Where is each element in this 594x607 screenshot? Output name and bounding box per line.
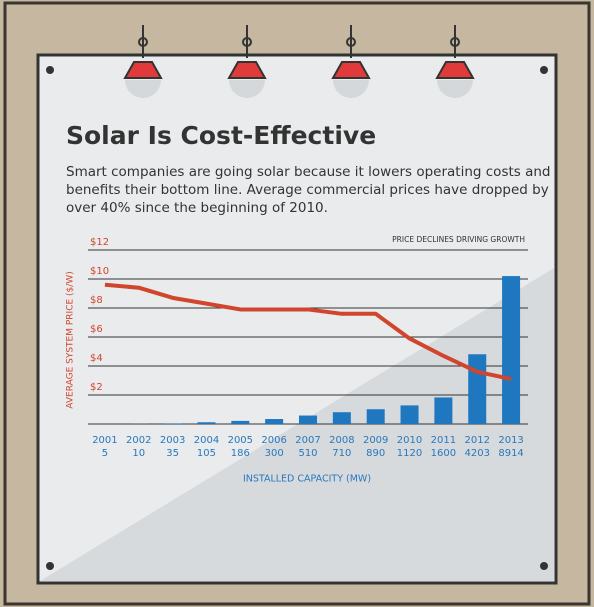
price-line [104,282,512,382]
bar [231,420,250,424]
lamp-ring [138,37,148,47]
y-tick-label: $8 [90,295,103,306]
capacity-label: 510 [298,448,317,459]
bar [502,276,521,424]
y-tick-label: $12 [90,237,109,248]
x-tick-label: 2007 [295,435,320,446]
capacity-label: 300 [265,448,284,459]
capacity-label: 8914 [498,448,523,459]
capacity-label: 35 [166,448,179,459]
bar [197,422,216,424]
capacity-label: 105 [197,448,216,459]
lamp-shade [227,61,267,79]
x-tick-label: 2004 [194,435,219,446]
lamp-shade [435,61,475,79]
x-tick-label: 2012 [465,435,490,446]
capacity-label: 4203 [465,448,490,459]
bar [468,354,487,424]
subtitle: Smart companies are going solar because … [66,164,551,180]
bar [332,412,351,424]
bar [299,415,317,424]
x-tick-label: 2011 [431,435,456,446]
capacity-label: 5 [102,448,108,459]
x-tick-label: 2006 [261,435,286,446]
screws [46,66,548,570]
lamp-glow [229,80,265,98]
subtitle: benefits their bottom line. Average comm… [66,182,549,198]
x-axis-label: INSTALLED CAPACITY (MW) [243,474,371,485]
capacity-label: 1600 [431,448,456,459]
x-tick-label: 2010 [397,435,422,446]
y-tick-label: $6 [90,324,103,335]
x-tick-label: 2002 [126,435,151,446]
bar [163,423,182,424]
capacity-label: 710 [332,448,351,459]
y-tick-label: $10 [90,266,109,277]
x-tick-label: 2005 [228,435,253,446]
x-tick-label: 2013 [498,435,523,446]
lamp-shade [331,61,371,79]
plot: $2 $4 $6 $8 $10 $12 2001 5 2002 10 2003 35 2004 105 20… [88,237,528,459]
y-tick-label: $2 [90,382,103,393]
lamp-glow [333,80,369,98]
capacity-label: 890 [366,448,385,459]
lamp-ring [450,37,460,47]
x-tick-label: 2003 [160,435,185,446]
y-axis-label: AVERAGE SYSTEM PRICE ($/W) [66,271,76,408]
bar [400,405,419,424]
lamp-glow [437,80,473,98]
annotation: PRICE DECLINES DRIVING GROWTH [392,235,525,244]
bar [434,397,453,424]
lamp-ring [346,37,356,47]
capacity-label: 186 [231,448,250,459]
lamps [123,25,475,98]
subtitle: over 40% since the beginning of 2010. [66,200,328,216]
x-tick-label: 2009 [363,435,388,446]
lamp-shade [123,61,163,79]
y-tick-label: $4 [90,353,103,364]
wall-frame [3,1,591,606]
title: Solar Is Cost-Effective [66,121,376,150]
bar [265,419,284,424]
lamp-ring [242,37,252,47]
x-tick-label: 2001 [92,435,117,446]
x-tick-label: 2008 [329,435,354,446]
lamp-glow [125,80,161,98]
capacity-label: 1120 [397,448,422,459]
bar [366,409,385,424]
capacity-label: 10 [132,448,145,459]
